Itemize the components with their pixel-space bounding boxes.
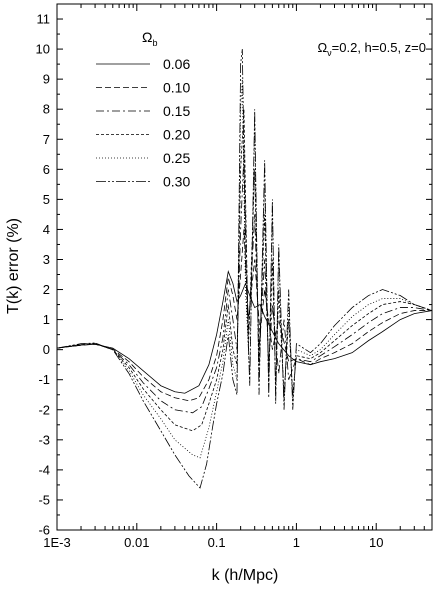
annotation-part-1: ν [327, 48, 332, 58]
y-tick-label-17: 11 [37, 12, 51, 27]
y-tick-label-16: 10 [36, 42, 50, 57]
y-tick-label-0: -6 [38, 523, 50, 538]
y-tick-label-6: 0 [43, 342, 50, 357]
x-axis-label: k (h/Mpc) [212, 567, 279, 584]
y-tick-label-15: 9 [43, 72, 50, 87]
plot-area [57, 49, 432, 489]
legend-label-4: 0.25 [163, 150, 190, 166]
series-line-2 [57, 154, 432, 414]
y-tick-label-9: 3 [43, 252, 50, 267]
legend-label-3: 0.20 [163, 127, 190, 143]
y-tick-label-8: 2 [43, 282, 50, 297]
y-tick-label-12: 6 [43, 162, 50, 177]
parameter-annotation: Ων=0.2, h=0.5, z=0 [317, 40, 426, 58]
y-tick-label-10: 4 [43, 222, 50, 237]
series-line-1 [57, 229, 432, 402]
y-tick-label-4: -2 [38, 402, 50, 417]
series-line-3 [57, 109, 432, 432]
legend-label-1: 0.10 [163, 80, 190, 96]
y-tick-label-7: 1 [43, 312, 50, 327]
annotation-part-0: Ω [317, 40, 327, 55]
x-tick-label-0: 1E-3 [43, 535, 70, 550]
legend-label-0: 0.06 [163, 56, 190, 72]
x-tick-label-1: 0.01 [124, 535, 149, 550]
legend-title-symbol: Ω [142, 29, 152, 45]
y-tick-label-1: -5 [38, 492, 50, 507]
y-tick-label-11: 5 [43, 192, 50, 207]
y-tick-label-5: -1 [38, 372, 50, 387]
x-tick-label-2: 0.1 [208, 535, 226, 550]
y-tick-label-13: 7 [43, 132, 50, 147]
series-line-0 [57, 270, 432, 394]
legend: Ωb 0.06 0.10 0.15 0.20 0.25 0.30 [96, 29, 190, 190]
legend-title: Ωb [142, 29, 157, 48]
annotation-part-2: =0.2, h=0.5, z=0 [332, 40, 426, 55]
y-axis-label: T(k) error (%) [5, 218, 22, 314]
series-line-5 [57, 49, 432, 489]
axes: -6 -5 -4 -3 -2 -1 0 1 2 3 4 5 6 7 8 9 10 11 1E-3 0.01 0.1 1 10… [36, 3, 433, 550]
legend-label-5: 0.30 [163, 174, 190, 190]
plot-frame [56, 3, 433, 531]
y-tick-label-2: -4 [38, 462, 50, 477]
y-tick-label-3: -3 [38, 432, 50, 447]
x-tick-label-3: 1 [293, 535, 300, 550]
legend-label-2: 0.15 [163, 103, 190, 119]
legend-title-subscript: b [152, 38, 157, 48]
x-tick-label-4: 10 [369, 535, 383, 550]
y-tick-label-14: 8 [43, 102, 50, 117]
